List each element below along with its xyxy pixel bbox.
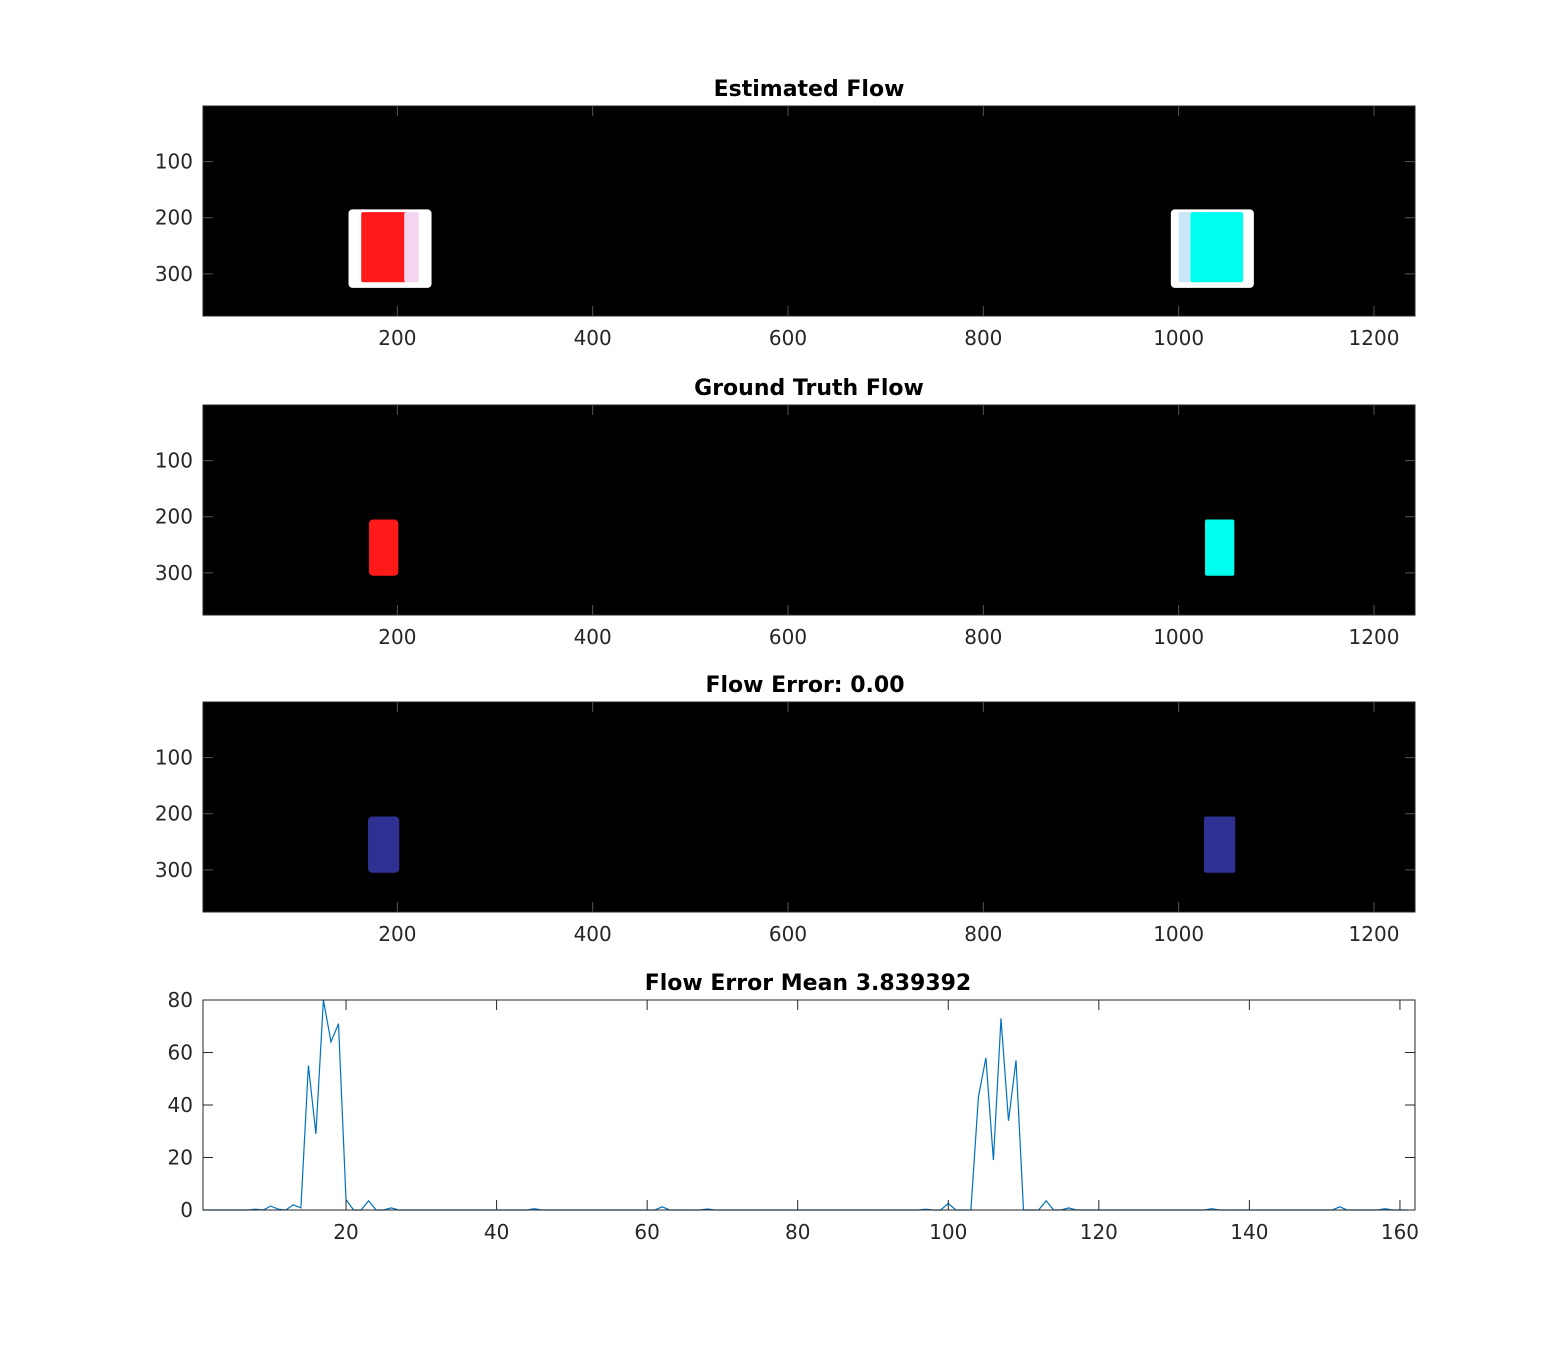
axes-frame [202, 404, 1416, 616]
y-tick-label: 300 [155, 262, 193, 286]
x-tick-label: 1200 [1349, 326, 1400, 350]
y-tick-label: 200 [155, 206, 193, 230]
x-tick-label: 140 [1230, 1220, 1268, 1244]
y-tick-label: 20 [168, 1146, 193, 1170]
y-tick-label: 40 [168, 1093, 193, 1117]
y-tick-label: 200 [155, 802, 193, 826]
x-tick-label: 120 [1080, 1220, 1118, 1244]
x-tick-label: 60 [634, 1220, 659, 1244]
flow-error-mean-title: Flow Error Mean 3.839392 [645, 971, 972, 996]
flow-region-1 [1204, 816, 1236, 873]
y-tick-label: 80 [168, 988, 193, 1012]
x-tick-label: 600 [769, 625, 807, 649]
flow-region-0 [369, 519, 399, 576]
x-tick-label: 1200 [1349, 625, 1400, 649]
axes-frame [202, 701, 1416, 913]
estimated-flow-title: Estimated Flow [714, 77, 905, 102]
x-tick-label: 40 [484, 1220, 509, 1244]
flow-error-mean-axes: 20 40 60 80 100 120 140 160 0 20 40 60 80 [168, 988, 1419, 1244]
y-tick-label: 60 [168, 1041, 193, 1065]
ground-truth-flow-axes: 200 400 600 800 1000 1200 100 200 300 [155, 404, 1416, 649]
x-tick-label: 400 [574, 922, 612, 946]
flow-region-0 [368, 816, 400, 873]
y-tick-label: 200 [155, 505, 193, 529]
x-tick-label: 600 [769, 326, 807, 350]
x-tick-label: 1000 [1153, 625, 1204, 649]
x-tick-label: 160 [1381, 1220, 1419, 1244]
x-tick-label: 100 [929, 1220, 967, 1244]
x-tick-label: 200 [378, 625, 416, 649]
flow-error-mean-panel: Flow Error Mean 3.839392 20 40 60 80 100 120 1… [168, 971, 1419, 1244]
x-tick-label: 200 [378, 326, 416, 350]
y-tick-label: 100 [155, 746, 193, 770]
y-tick-label: 100 [155, 150, 193, 174]
x-tick-label: 20 [333, 1220, 358, 1244]
ground-truth-flow-title: Ground Truth Flow [694, 376, 924, 401]
ground-truth-flow-panel: Ground Truth Flow 200 400 600 800 1000 1200 10… [155, 376, 1416, 649]
flow-error-panel: Flow Error: 0.00 200 400 600 800 1000 1200 100… [155, 673, 1416, 946]
y-tick-label: 300 [155, 858, 193, 882]
flow-error-title: Flow Error: 0.00 [705, 673, 904, 698]
flow-region-5 [1178, 212, 1191, 283]
x-tick-label: 800 [964, 922, 1002, 946]
x-tick-label: 1000 [1153, 922, 1204, 946]
x-tick-label: 200 [378, 922, 416, 946]
axes-frame [202, 105, 1416, 317]
x-tick-label: 800 [964, 326, 1002, 350]
estimated-flow-axes: 200 400 600 800 1000 1200 100 200 300 [155, 105, 1416, 350]
x-tick-label: 1000 [1153, 326, 1204, 350]
x-tick-label: 600 [769, 922, 807, 946]
image-background [203, 702, 1415, 912]
flow-region-4 [1190, 212, 1244, 283]
x-tick-label: 800 [964, 625, 1002, 649]
y-tick-label: 100 [155, 449, 193, 473]
x-tick-label: 400 [574, 625, 612, 649]
axes-frame [202, 999, 1416, 1211]
x-tick-label: 400 [574, 326, 612, 350]
estimated-flow-panel: Estimated Flow 200 400 600 800 1000 120010020… [155, 77, 1416, 350]
flow-error-axes: 200 400 600 800 1000 1200 100 200 300 [155, 701, 1416, 946]
x-tick-label: 80 [785, 1220, 810, 1244]
flow-region-1 [361, 212, 408, 283]
plot-background [203, 1000, 1415, 1210]
image-background [203, 405, 1415, 615]
x-tick-label: 1200 [1349, 922, 1400, 946]
y-tick-label: 0 [180, 1198, 193, 1222]
flow-region-2 [404, 212, 419, 283]
flow-region-1 [1205, 519, 1235, 576]
y-tick-label: 300 [155, 561, 193, 585]
